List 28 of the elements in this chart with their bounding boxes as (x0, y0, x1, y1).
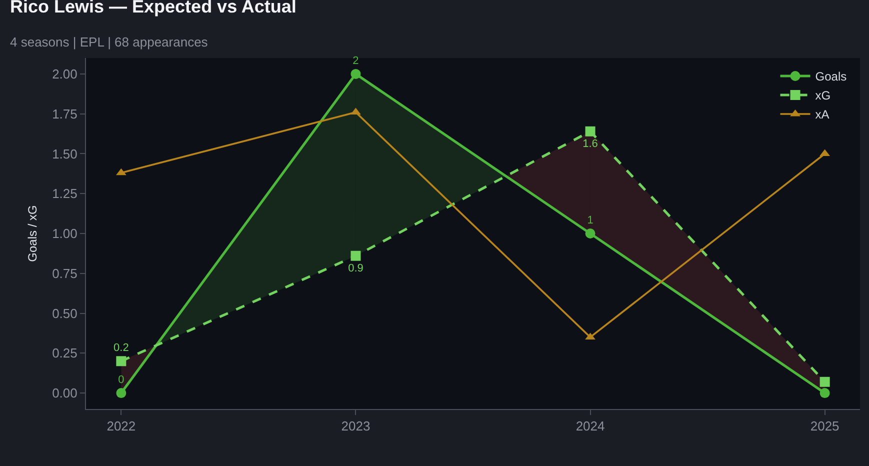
point (820, 376, 830, 387)
y-tick-label: 1.00 (52, 226, 78, 242)
point (350, 68, 361, 79)
y-axis-title: Goals / xG (25, 205, 40, 262)
point (585, 228, 596, 238)
point (585, 126, 596, 136)
y-tick-label: 0.75 (52, 266, 78, 281)
x-tick-label: 2022 (106, 418, 136, 434)
y-tick-label: 1.75 (52, 106, 78, 122)
y-tick-label: 0.00 (52, 386, 78, 401)
y-tick-label: 0.50 (52, 306, 78, 321)
point (116, 388, 126, 398)
data-label: 0 (118, 374, 124, 386)
y-tick-label: 1.25 (52, 186, 78, 202)
x-tick-label: 2024 (576, 418, 605, 434)
y-tick-label: 0.25 (52, 346, 78, 361)
y-tick-label: 1.50 (52, 146, 78, 162)
legend-label: xG (815, 88, 831, 103)
data-label: 0.2 (114, 342, 129, 354)
y-tick-label: 2.00 (52, 66, 78, 82)
data-label: 2 (352, 54, 359, 67)
point (116, 356, 126, 366)
chart-subtitle: 4 seasons | EPL | 68 appearances (10, 34, 208, 50)
legend-label: Goals (815, 70, 847, 84)
x-tick-label: 2023 (341, 418, 370, 434)
x-tick-label: 2025 (810, 418, 840, 434)
point (820, 388, 830, 398)
legend-label: xA (815, 108, 830, 122)
